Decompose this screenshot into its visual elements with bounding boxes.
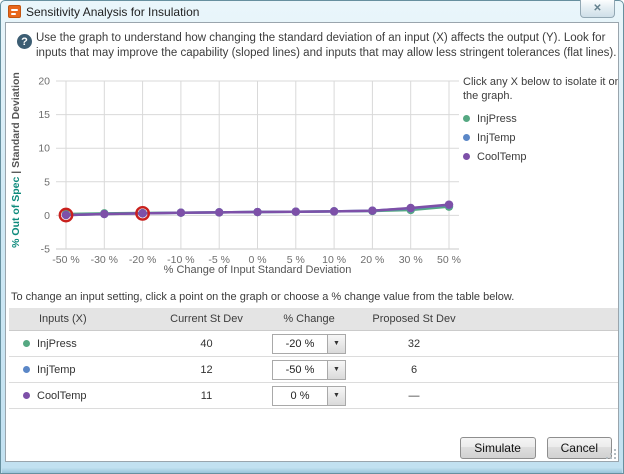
header-inputs: Inputs (X) (39, 313, 87, 325)
dialog-buttons: Simulate Cancel (459, 437, 612, 459)
legend-item-InjPress[interactable]: InjPress (463, 109, 618, 128)
pct-change-dropdown-InjTemp[interactable]: -50 % ▼ (272, 359, 346, 380)
legend-items: InjPress InjTemp CoolTemp (463, 109, 618, 166)
svg-text:50 %: 50 % (437, 254, 461, 266)
svg-text:-50 %: -50 % (52, 254, 79, 266)
y-axis-title-separator: | (10, 167, 22, 177)
inputs-table-body: InjPress 40 -20 % ▼ 32 InjTemp 12 -50 % ▼ 6 CoolTe… (9, 331, 618, 409)
svg-text:0 %: 0 % (248, 254, 266, 266)
pct-change-dropdown-InjPress[interactable]: -20 % ▼ (272, 333, 346, 354)
input-name: CoolTemp (37, 389, 87, 402)
chevron-down-icon[interactable]: ▼ (327, 334, 345, 353)
chevron-down-icon[interactable]: ▼ (327, 360, 345, 379)
table-row-CoolTemp: CoolTemp 11 0 % ▼ — (9, 383, 618, 409)
input-name: InjTemp (37, 363, 76, 376)
y-axis-title-right: Standard Deviation (10, 72, 22, 168)
svg-text:-10 %: -10 % (167, 254, 194, 266)
sensitivity-chart[interactable]: 20 15 10 5 0 -5-50 % -30 % -20 % -10 % -5 % 0 % 5 %… (29, 71, 469, 286)
legend-item-label: CoolTemp (477, 150, 527, 163)
dialog-content: ? Use the graph to understand how changi… (5, 22, 619, 462)
svg-text:15: 15 (38, 109, 50, 121)
series-dot-icon (23, 392, 30, 399)
svg-text:-30 %: -30 % (91, 254, 118, 266)
series-dot-icon (463, 153, 470, 160)
proposed-st-dev-value: 6 (410, 363, 418, 376)
svg-text:0: 0 (44, 210, 50, 222)
window-bottom-edge (2, 468, 622, 473)
table-row-InjPress: InjPress 40 -20 % ▼ 32 (9, 331, 618, 357)
chevron-down-icon[interactable]: ▼ (327, 386, 345, 405)
inputs-table-header: Inputs (X) Current St Dev % Change Propo… (9, 308, 618, 331)
cancel-button[interactable]: Cancel (546, 437, 612, 459)
svg-text:-5 %: -5 % (208, 254, 230, 266)
pct-change-value: -50 % (285, 363, 315, 376)
resize-grip-icon[interactable] (605, 448, 616, 459)
svg-text:% Change of Input Standard Dev: % Change of Input Standard Deviation (164, 264, 352, 276)
y-axis-title-left: % Out of Spec (10, 176, 22, 248)
svg-text:-5: -5 (41, 244, 50, 256)
chart-legend: Click any X below to isolate it on the g… (463, 75, 619, 166)
proposed-st-dev-value: 32 (407, 337, 421, 350)
help-icon[interactable]: ? (17, 34, 32, 49)
svg-text:-20 %: -20 % (129, 254, 156, 266)
input-name: InjPress (37, 337, 77, 350)
svg-text:10 %: 10 % (322, 254, 346, 266)
header-current-st-dev: Current St Dev (170, 313, 243, 325)
proposed-st-dev-value: — (408, 389, 420, 402)
svg-text:30 %: 30 % (399, 254, 423, 266)
header-pct-change: % Change (283, 313, 335, 325)
y-axis-title: % Out of Spec | Standard Deviation (6, 71, 26, 249)
svg-text:20 %: 20 % (360, 254, 384, 266)
series-dot-icon (463, 134, 470, 141)
series-dot-icon (23, 366, 30, 373)
legend-heading: Click any X below to isolate it on the g… (463, 76, 619, 102)
current-st-dev-value: 12 (200, 363, 213, 376)
inputs-table: Inputs (X) Current St Dev % Change Propo… (9, 308, 618, 409)
app-icon (8, 5, 21, 18)
svg-text:20: 20 (38, 76, 50, 88)
legend-item-CoolTemp[interactable]: CoolTemp (463, 147, 618, 166)
legend-item-label: InjPress (477, 112, 517, 125)
window-title: Sensitivity Analysis for Insulation (26, 4, 200, 19)
legend-item-label: InjTemp (477, 131, 516, 144)
header-proposed-st-dev: Proposed St Dev (372, 313, 456, 325)
series-dot-icon (463, 115, 470, 122)
table-row-InjTemp: InjTemp 12 -50 % ▼ 6 (9, 357, 618, 383)
table-note: To change an input setting, click a poin… (11, 291, 515, 303)
pct-change-value: -20 % (285, 337, 315, 350)
current-st-dev-value: 40 (200, 337, 213, 350)
current-st-dev-value: 11 (200, 389, 213, 402)
svg-text:5 %: 5 % (287, 254, 305, 266)
simulate-button[interactable]: Simulate (459, 437, 536, 459)
svg-text:10: 10 (38, 143, 50, 155)
series-dot-icon (23, 340, 30, 347)
pct-change-dropdown-CoolTemp[interactable]: 0 % ▼ (272, 385, 346, 406)
pct-change-value: 0 % (290, 389, 310, 402)
close-icon[interactable]: ✕ (580, 0, 615, 18)
legend-item-InjTemp[interactable]: InjTemp (463, 128, 618, 147)
title-bar[interactable]: Sensitivity Analysis for Insulation ✕ (1, 0, 623, 22)
svg-text:5: 5 (44, 176, 50, 188)
instruction-text: Use the graph to understand how changing… (36, 32, 617, 59)
